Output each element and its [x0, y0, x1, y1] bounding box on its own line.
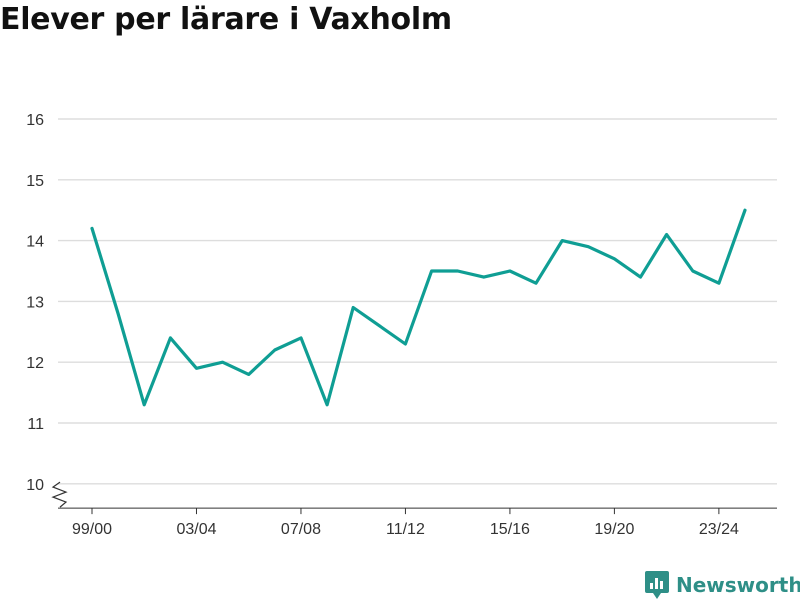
series	[90, 208, 747, 407]
y-tick-label: 10	[26, 477, 44, 494]
y-tick-label: 14	[26, 234, 44, 251]
x-tick-label: 99/00	[72, 521, 112, 538]
series-line	[90, 208, 747, 407]
gridlines	[58, 118, 777, 485]
brand-name: Newsworthy	[676, 573, 800, 597]
y-axis-ticks: 10 11 12 13 14 15 16	[26, 112, 44, 494]
y-tick-label: 13	[26, 294, 44, 311]
chart-title: Elever per lärare i Vaxholm	[0, 2, 452, 37]
x-tick-label: 15/16	[490, 521, 530, 538]
x-axis	[51, 481, 777, 509]
x-tick-label: 23/24	[699, 521, 739, 538]
axis-break-icon	[51, 481, 68, 508]
y-tick-label: 15	[26, 173, 44, 190]
y-tick-label: 11	[27, 416, 44, 433]
x-tick-label: 19/20	[594, 521, 634, 538]
y-tick-label: 12	[26, 355, 44, 372]
x-tick-label: 07/08	[281, 521, 321, 538]
brand-logo: Newsworthy	[644, 570, 800, 600]
newsworthy-logo-icon	[645, 571, 669, 599]
x-axis-ticks: 99/00 03/04 07/08 11/12 15/16 19/20 23/24	[72, 508, 739, 538]
y-tick-label: 16	[26, 112, 44, 129]
x-tick-label: 03/04	[176, 521, 216, 538]
x-tick-label: 11/12	[386, 521, 425, 538]
